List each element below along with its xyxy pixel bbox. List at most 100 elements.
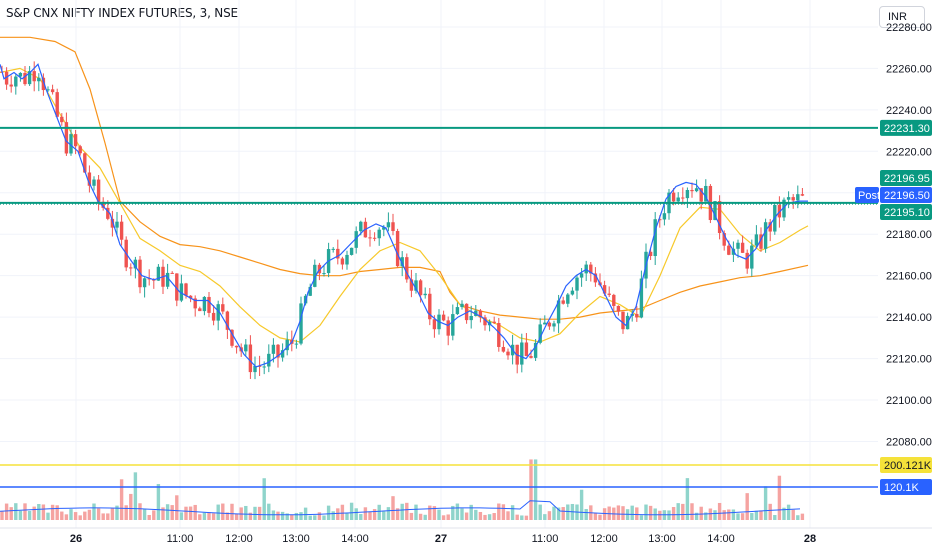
- time-tick-label: 13:00: [282, 533, 310, 545]
- volume-bar: [32, 506, 36, 520]
- candle-body: [96, 179, 101, 202]
- volume-bar: [782, 507, 786, 520]
- volume-bar: [552, 506, 556, 520]
- volume-bar: [520, 515, 524, 520]
- candle-body: [570, 290, 575, 295]
- candle-body: [225, 311, 230, 330]
- volume-bar: [529, 459, 533, 520]
- volume-bar: [681, 503, 685, 520]
- candle-body: [414, 280, 418, 291]
- candle-body: [681, 197, 685, 199]
- volume-bar: [547, 511, 552, 520]
- candle-body: [69, 134, 73, 154]
- volume-bar: [630, 505, 634, 520]
- time-axis[interactable]: 26 11:00 12:00 13:00 14:00 27 11:00 12:00 13:00 1…: [70, 533, 816, 545]
- volume-bar: [115, 505, 119, 520]
- volume-bar: [602, 508, 607, 520]
- candle-body: [533, 342, 538, 358]
- volume-bar: [510, 505, 515, 520]
- currency-button[interactable]: INR: [879, 6, 925, 28]
- candle-body: [589, 264, 593, 274]
- candle-body: [14, 76, 18, 87]
- volume-bar: [584, 509, 588, 520]
- volume-bar: [294, 512, 299, 520]
- volume-bar: [644, 504, 648, 520]
- volume-bar: [731, 509, 736, 520]
- volume-bar: [290, 514, 294, 520]
- volume-bar: [308, 515, 312, 520]
- price-axis[interactable]: 22280.0022260.0022240.0022220.0022200.00…: [886, 22, 932, 449]
- candle-body: [717, 201, 722, 234]
- volume-bar: [359, 514, 363, 520]
- candle-body: [763, 222, 768, 249]
- volume-bar: [262, 478, 266, 520]
- volume-bar: [119, 479, 124, 520]
- volume-bar: [786, 504, 791, 520]
- candle-body: [754, 234, 759, 246]
- volume-bar: [152, 510, 156, 520]
- candle-body: [55, 92, 59, 117]
- candle-body: [221, 304, 225, 312]
- candle-body: [340, 258, 345, 265]
- volume-bar: [483, 514, 487, 520]
- candle-body: [87, 172, 92, 186]
- volume-bar: [156, 484, 161, 520]
- volume-bar: [234, 513, 239, 520]
- volume-bar: [4, 503, 9, 520]
- volume-bar: [202, 512, 207, 520]
- volume-bar: [745, 493, 749, 520]
- candle-body: [561, 300, 565, 304]
- volume-bar: [216, 504, 220, 520]
- candle-body: [579, 273, 584, 278]
- volume-bar: [23, 503, 27, 520]
- candle-body: [184, 283, 188, 296]
- candle-body: [41, 77, 46, 91]
- horizontal-levels[interactable]: [0, 126, 878, 205]
- volume-bar: [763, 486, 768, 520]
- volume-bar: [727, 509, 731, 520]
- volume-bar: [142, 509, 147, 520]
- fast-moving-average-line: [0, 63, 808, 368]
- volume-bar: [87, 509, 92, 520]
- volume-bar: [699, 506, 703, 520]
- candle-body: [175, 273, 179, 301]
- candle-body: [552, 323, 556, 327]
- candle-body: [202, 296, 207, 312]
- candle-body: [745, 252, 749, 269]
- candle-body: [796, 194, 800, 201]
- candle-body: [469, 315, 473, 321]
- candle-body: [78, 146, 82, 154]
- candle-body: [704, 185, 708, 202]
- candle-body: [566, 294, 570, 304]
- candle-body: [736, 242, 740, 249]
- volume-bar: [639, 515, 644, 520]
- candle-body: [234, 345, 239, 348]
- candle-body: [451, 314, 455, 336]
- price-label-badge: [880, 187, 932, 203]
- volume-bar: [363, 507, 368, 520]
- candle-body: [299, 303, 303, 344]
- time-tick-label: 27: [435, 533, 447, 545]
- candle-body: [313, 264, 317, 287]
- fast-ma-path: [0, 63, 808, 368]
- volume-bar: [736, 513, 740, 520]
- volume-bar: [138, 503, 142, 520]
- volume-bar: [533, 459, 538, 520]
- candle-body: [543, 322, 547, 325]
- volume-bar: [92, 503, 96, 520]
- volume-bar: [671, 507, 676, 520]
- volume-bar: [690, 503, 694, 520]
- volume-bar: [27, 510, 32, 520]
- candle-body: [216, 304, 220, 321]
- volume-bar: [244, 505, 248, 520]
- candle-body: [129, 267, 133, 269]
- volume-bar: [768, 503, 772, 520]
- volume-bar: [349, 502, 354, 520]
- volume-bar: [83, 511, 87, 520]
- volume-bar: [37, 504, 41, 520]
- time-tick-label: 28: [804, 533, 816, 545]
- candle-body: [575, 277, 579, 291]
- candle-body: [253, 365, 257, 373]
- candle-body: [409, 279, 414, 291]
